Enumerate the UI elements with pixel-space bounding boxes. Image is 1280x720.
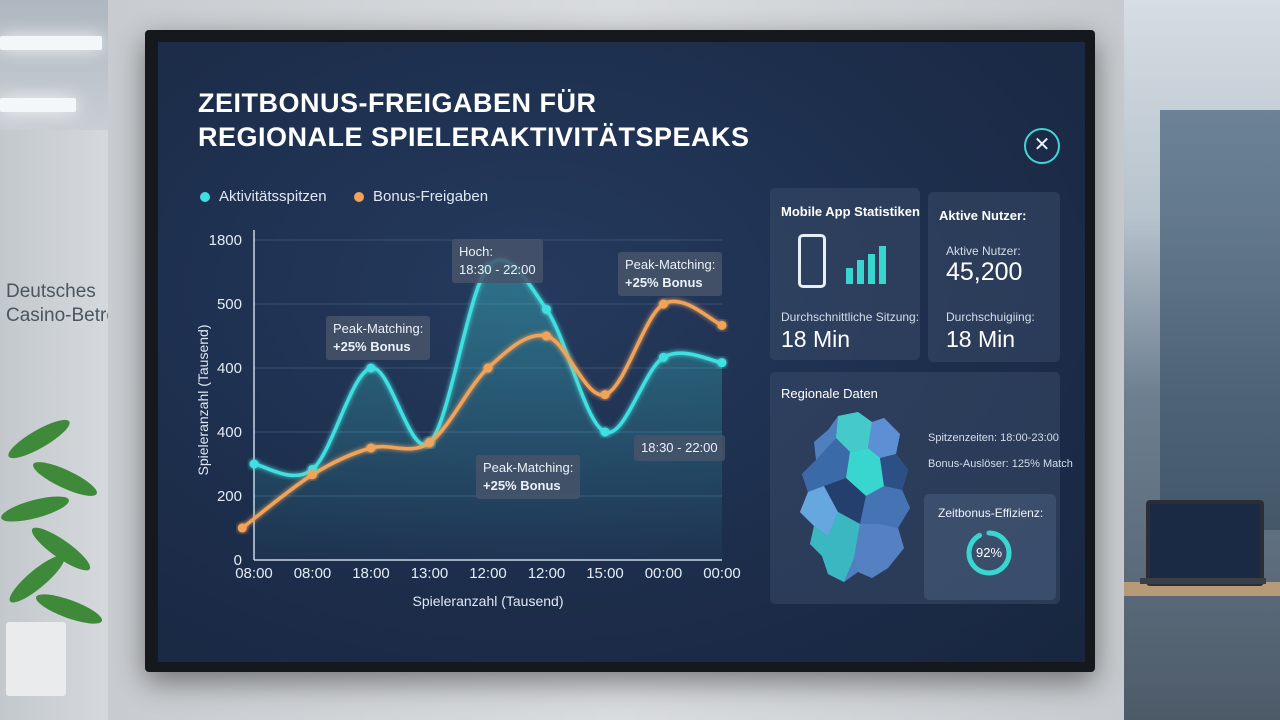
activity-dot-icon [200, 191, 210, 202]
duration-label: Durchschuigiing: [946, 310, 1035, 324]
wall-sign-line: Deutsches [6, 281, 96, 302]
y-tick-label: 400 [217, 360, 242, 377]
laptop-base [1140, 578, 1266, 584]
x-tick-label: 00:00 [703, 565, 741, 582]
close-icon: ✕ [1033, 134, 1051, 156]
ceiling-light [0, 98, 76, 112]
data-point [600, 427, 610, 437]
activity-area [254, 259, 722, 560]
active-users-title: Aktive Nutzer: [939, 208, 1027, 223]
annotation-line: Hoch: [459, 244, 493, 259]
data-point [425, 438, 434, 448]
data-point [659, 352, 668, 362]
annotation-line: 18:30 - 22:00 [459, 262, 536, 277]
annotation-line: +25% Bonus [625, 275, 703, 290]
annotation-line: 18:30 - 22:00 [641, 440, 718, 455]
mobile-stats-card: Mobile App Statistiken Durchschnittliche… [770, 188, 920, 360]
active-users-value: 45,200 [946, 258, 1023, 286]
annotation-peak-matching: Peak-Matching: +25% Bonus [476, 455, 581, 499]
data-point [717, 358, 727, 368]
data-point [483, 363, 493, 373]
dashboard-title: ZEITBONUS-FREIGABEN FÜR REGIONALE SPIELE… [198, 86, 750, 154]
x-tick-label: 12:00 [469, 565, 507, 582]
annotation-line: +25% Bonus [333, 339, 411, 354]
laptop [1146, 500, 1264, 586]
data-point [237, 523, 247, 533]
mobile-stats-title: Mobile App Statistiken [781, 204, 920, 219]
data-point [308, 470, 317, 480]
efficiency-ring-icon [966, 530, 1012, 576]
y-axis-title: Spieleranzahl (Tausend) [195, 325, 211, 476]
germany-map-icon [800, 412, 910, 582]
legend-activity-label: Aktivitätsspitzen [219, 188, 327, 205]
ceiling-light [0, 36, 102, 50]
plant-pot [6, 622, 66, 696]
x-tick-label: 15:00 [586, 565, 624, 582]
efficiency-value: 92% [975, 545, 1003, 560]
annotation-line: +25% Bonus [483, 478, 561, 493]
session-value: 18 Min [781, 326, 851, 352]
active-users-card: Aktive Nutzer: Aktive Nutzer: 45,200 Dur… [928, 192, 1060, 362]
annotation-line: Peak-Matching: [625, 257, 716, 272]
duration-value: 18 Min [946, 326, 1016, 352]
glass-partition [1160, 110, 1280, 530]
phone-icon [798, 234, 826, 288]
data-point [542, 304, 551, 314]
annotation-line: Peak-Matching: [483, 460, 574, 475]
title-line-2: REGIONALE SPIELERAKTIVITÄTSPEAKS [198, 122, 750, 152]
legend-activity: Aktivitätsspitzen [200, 188, 327, 205]
title-line-1: ZEITBONUS-FREIGABEN FÜR [198, 88, 597, 118]
efficiency-title: Zeitbonus-Effizienz: [938, 506, 1044, 520]
y-tick-label: 0 [234, 552, 242, 569]
x-tick-label: 08:00 [235, 565, 273, 582]
annotation-peak-matching: Peak-Matching: +25% Bonus [618, 252, 723, 296]
growth-chart-icon [846, 238, 890, 284]
data-point [366, 363, 376, 373]
x-tick-label: 00:00 [645, 565, 683, 582]
data-point [366, 443, 376, 453]
wall-sign-line: Casino-Betrei [6, 305, 108, 326]
y-tick-label: 200 [217, 488, 242, 505]
active-users-label: Aktive Nutzer: [946, 244, 1021, 258]
regional-card: Regionale Daten Spitzenzeiten: 18:00-23:… [770, 372, 1073, 604]
y-tick-label: 1800 [209, 232, 242, 249]
data-point [717, 320, 727, 330]
x-axis-title: Spieleranzahl (Tausend) [413, 593, 564, 609]
x-tick-label: 13:00 [411, 565, 449, 582]
legend-bonus-label: Bonus-Freigaben [373, 188, 489, 205]
close-button[interactable]: ✕ [1024, 128, 1060, 164]
data-point [600, 390, 610, 400]
efficiency-card: Zeitbonus-Effizienz: 92% [924, 494, 1056, 600]
y-tick-label: 500 [217, 296, 242, 313]
annotation-high: Hoch: 18:30 - 22:00 [452, 239, 543, 283]
y-tick-label: 400 [217, 424, 242, 441]
session-label: Durchschnittliche Sitzung: [781, 310, 920, 324]
data-point [659, 299, 668, 309]
wall-sign: Deutsches Casino-Betrei [6, 280, 108, 328]
data-point [542, 331, 551, 341]
legend-bonus: Bonus-Freigaben [354, 188, 488, 205]
dashboard-screen: ZEITBONUS-FREIGABEN FÜR REGIONALE SPIELE… [158, 42, 1085, 662]
annotation-time: 18:30 - 22:00 [634, 435, 725, 461]
annotation-peak-matching: Peak-Matching: +25% Bonus [326, 316, 431, 360]
x-tick-label: 18:00 [352, 565, 390, 582]
data-point [249, 459, 259, 469]
bonus-dot-icon [354, 191, 364, 202]
regional-title: Regionale Daten [781, 386, 878, 401]
x-tick-label: 08:00 [294, 565, 332, 582]
annotation-line: Peak-Matching: [333, 321, 424, 336]
bonus-trigger-text: Bonus-Auslöser: 125% Match [928, 458, 1073, 470]
peak-times-text: Spitzenzeiten: 18:00-23:00 [928, 432, 1059, 444]
x-tick-label: 12:00 [528, 565, 566, 582]
